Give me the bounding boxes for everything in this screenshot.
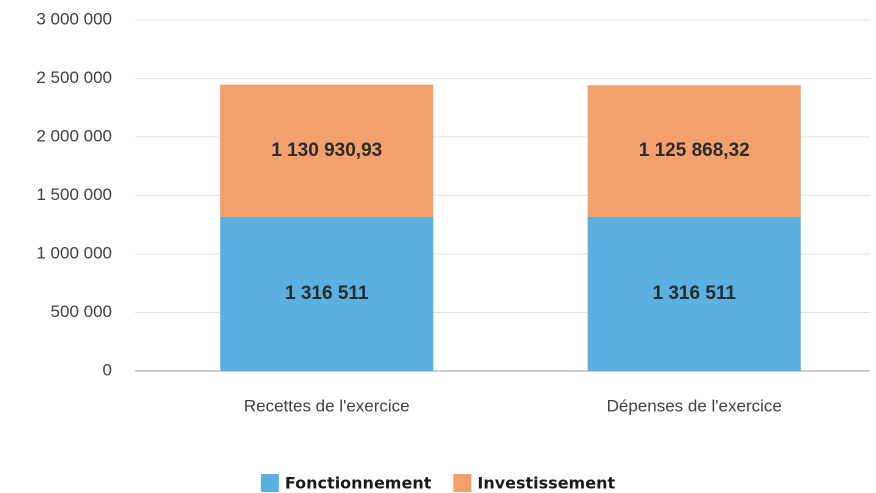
x-tick-label: Dépenses de l'exercice xyxy=(607,396,782,415)
y-tick-label: 0 xyxy=(103,360,112,379)
bar-segment xyxy=(587,216,801,371)
y-tick-label: 2 000 000 xyxy=(36,126,112,145)
legend-label: Investissement xyxy=(477,474,615,493)
bar-segment xyxy=(220,216,434,371)
y-tick-label: 1 000 000 xyxy=(36,243,112,262)
data-label: 1 130 930,93 xyxy=(271,140,382,161)
bar-segment xyxy=(587,85,801,217)
data-label: 1 316 511 xyxy=(653,283,737,304)
legend-swatch xyxy=(453,474,472,492)
x-tick-label: Recettes de l'exercice xyxy=(244,396,410,415)
data-label: 1 316 511 xyxy=(285,283,369,304)
bar-segment xyxy=(220,84,434,217)
data-label: 1 125 868,32 xyxy=(639,140,750,161)
y-tick-label: 3 000 000 xyxy=(36,9,112,28)
y-tick-label: 1 500 000 xyxy=(36,185,112,204)
y-tick-label: 500 000 xyxy=(51,302,112,321)
legend-swatch xyxy=(260,474,279,492)
legend-label: Fonctionnement xyxy=(285,474,432,493)
y-tick-label: 2 500 000 xyxy=(36,68,112,87)
